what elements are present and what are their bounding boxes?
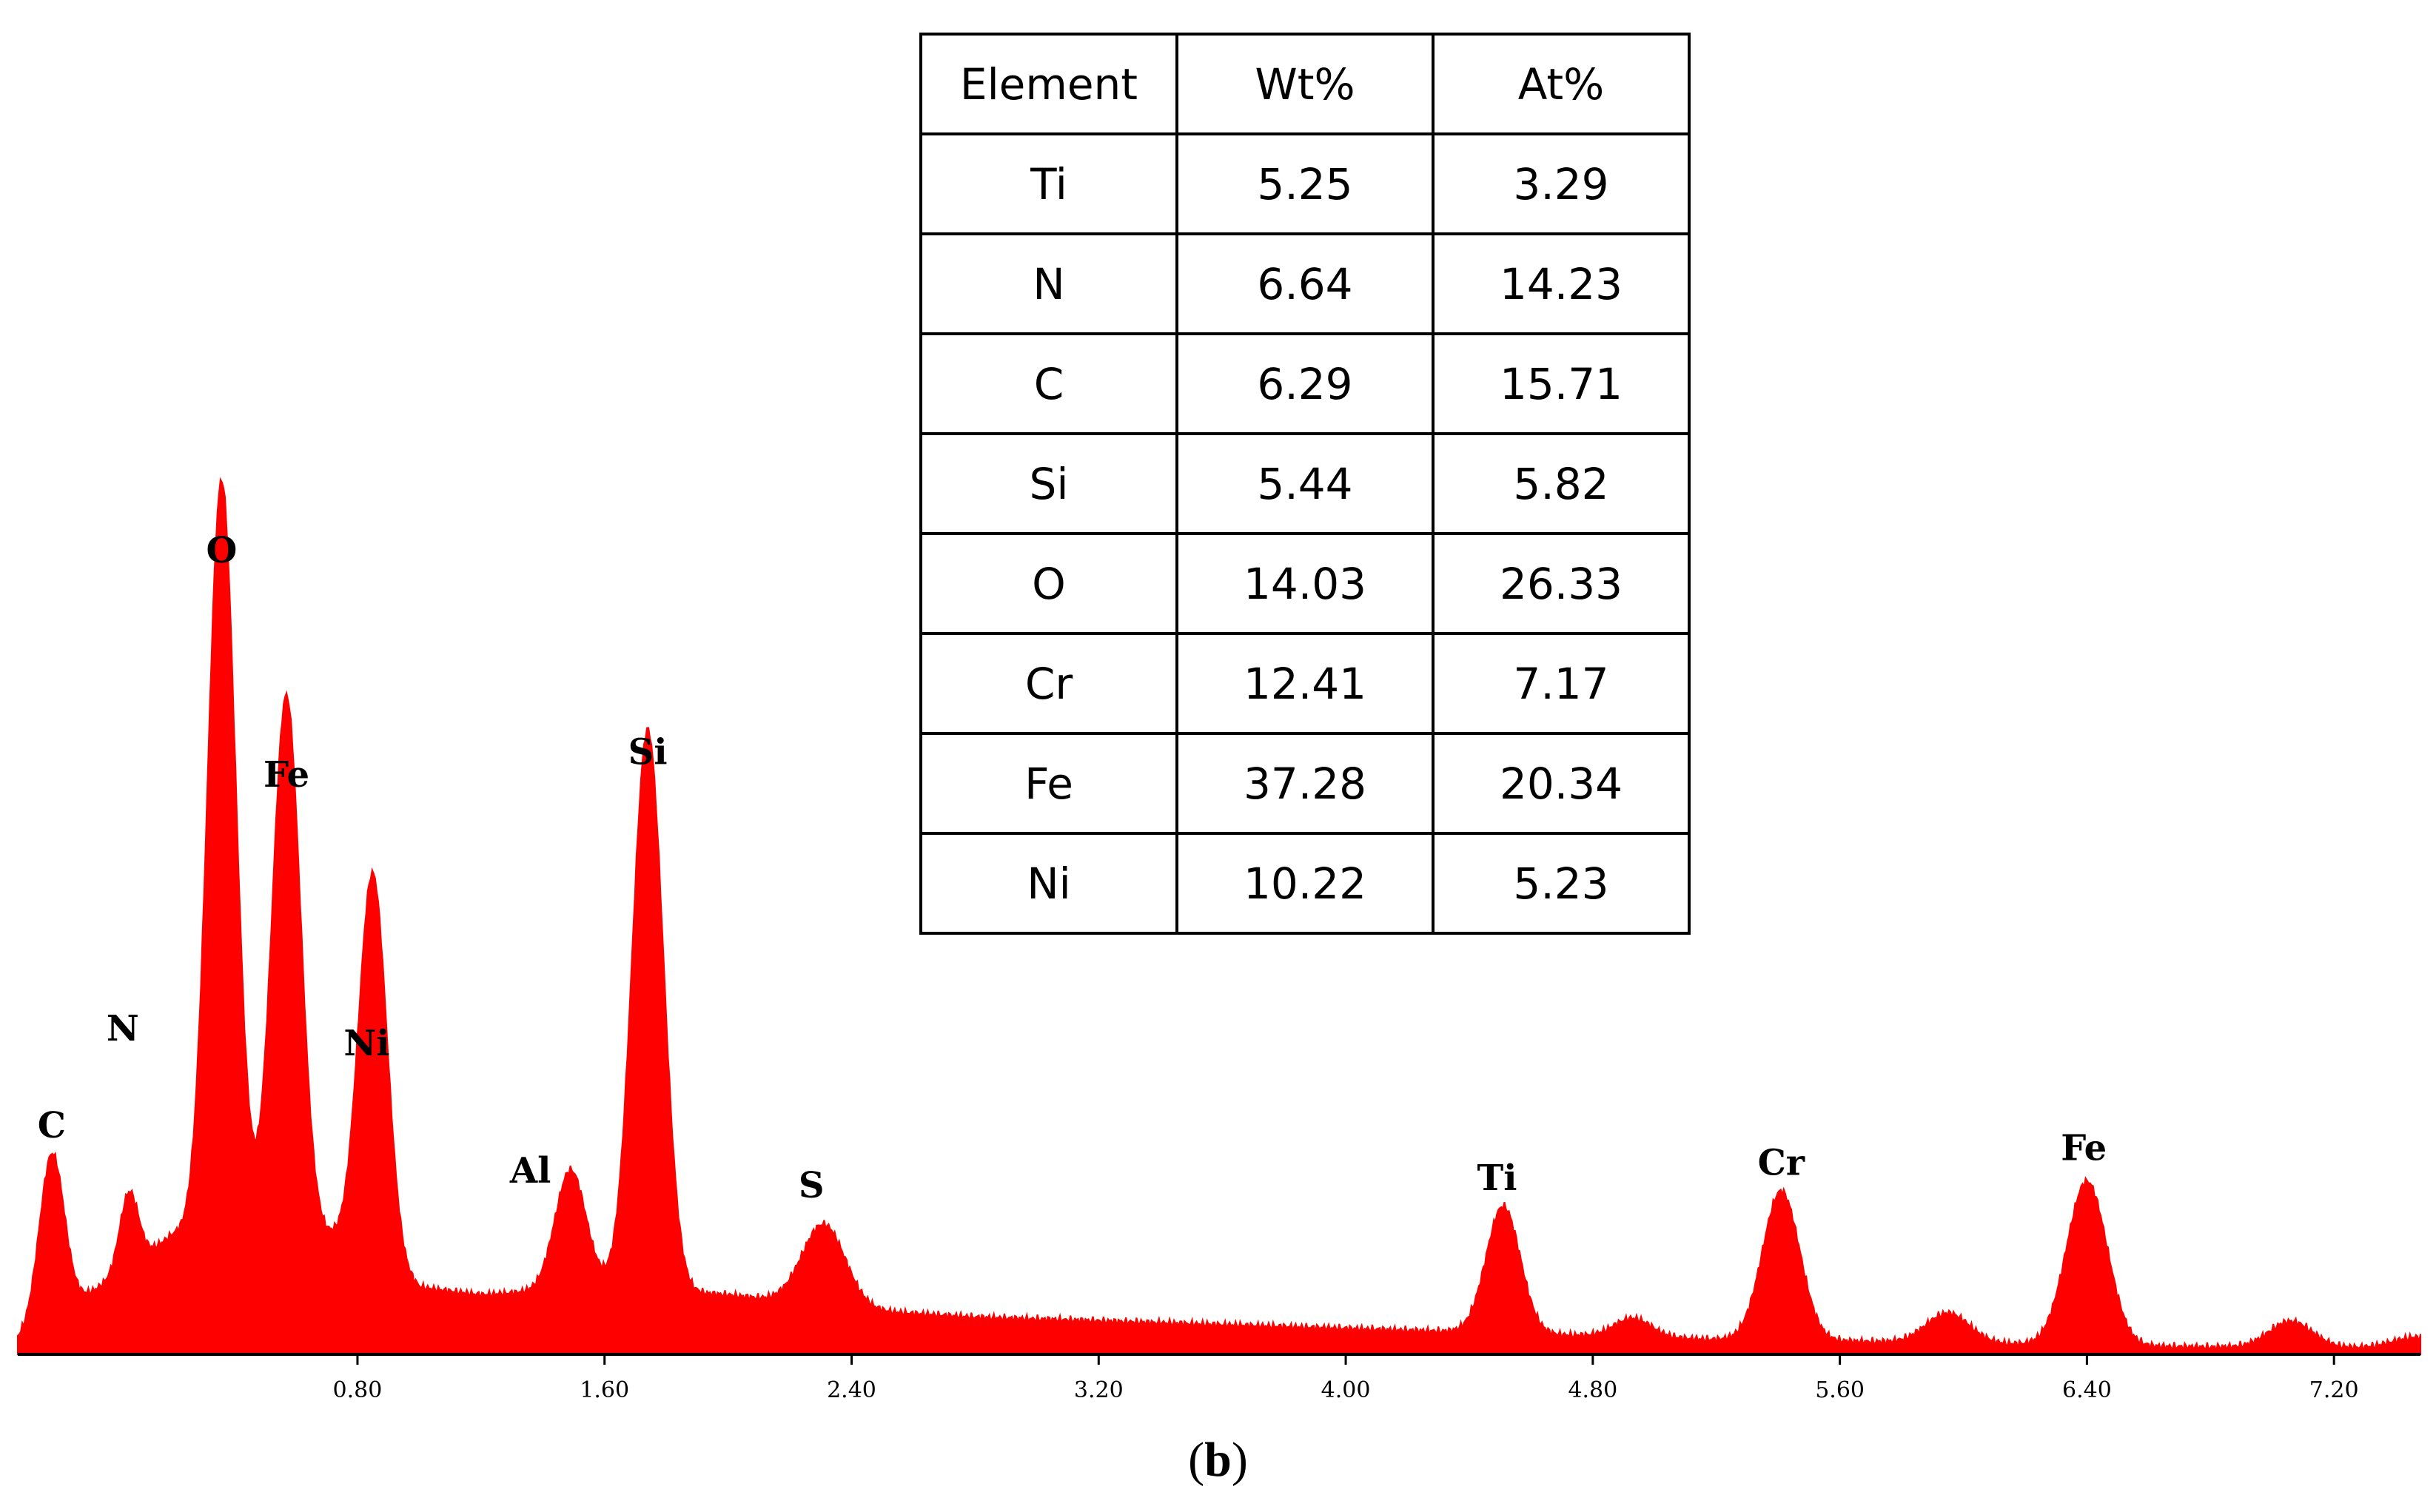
x-tick-label: 6.40 [2062, 1377, 2112, 1403]
cell-element: Si [919, 432, 1178, 535]
cell-wt: 14.03 [1175, 532, 1435, 635]
peak-label: S [799, 1165, 825, 1206]
cell-element: N [919, 232, 1178, 335]
x-axis-group: 0.80 1.60 2.40 3.20 4.00 4.80 5.60 6.40 7.20 [18, 1353, 2420, 1403]
cell-wt: 6.64 [1175, 232, 1435, 335]
peak-label: Fe [264, 754, 309, 796]
peak-label: Fe [2061, 1128, 2107, 1169]
table-row: C 6.29 15.71 [919, 332, 1691, 435]
x-tick-label: 7.20 [2309, 1377, 2359, 1403]
peak-label: O [206, 530, 237, 571]
peak-label: Ti [1477, 1157, 1517, 1199]
table-row: Si 5.44 5.82 [919, 432, 1691, 535]
cell-wt: 10.22 [1175, 832, 1435, 935]
cell-at: 5.82 [1432, 432, 1691, 535]
caption-letter: b [1204, 1433, 1232, 1487]
cell-element: Ti [919, 132, 1178, 235]
table-row: Cr 12.41 7.17 [919, 632, 1691, 735]
cell-wt: 5.25 [1175, 132, 1435, 235]
cell-element: C [919, 332, 1178, 435]
x-tick-label: 2.40 [827, 1377, 876, 1403]
x-tick-label: 3.20 [1074, 1377, 1124, 1403]
peak-label: Si [628, 731, 668, 773]
x-tick-label: 5.60 [1815, 1377, 1865, 1403]
x-tick-label: 4.80 [1568, 1377, 1617, 1403]
peak-label: Al [509, 1150, 551, 1192]
x-tick-label: 4.00 [1321, 1377, 1371, 1403]
x-tick-label: 0.80 [333, 1377, 383, 1403]
cell-at: 7.17 [1432, 632, 1691, 735]
cell-wt: 6.29 [1175, 332, 1435, 435]
table-header-row: Element Wt% At% [919, 33, 1691, 135]
table-row: O 14.03 26.33 [919, 532, 1691, 635]
peak-label: N [107, 1008, 139, 1049]
cell-wt: 37.28 [1175, 732, 1435, 835]
cell-element: Ni [919, 832, 1178, 935]
table-row: Ni 10.22 5.23 [919, 832, 1691, 935]
cell-at: 14.23 [1432, 232, 1691, 335]
peak-label: Cr [1758, 1143, 1805, 1184]
cell-at: 20.34 [1432, 732, 1691, 835]
cell-at: 26.33 [1432, 532, 1691, 635]
cell-element: Fe [919, 732, 1178, 835]
cell-wt: 5.44 [1175, 432, 1435, 535]
caption-open-paren: ( [1188, 1433, 1205, 1487]
caption-close-paren: ) [1231, 1433, 1248, 1487]
header-element: Element [919, 33, 1178, 135]
cell-element: Cr [919, 632, 1178, 735]
spectrum-area [17, 477, 2421, 1355]
peak-label: Ni [343, 1023, 389, 1064]
figure-caption: (b) [0, 1432, 2436, 1488]
spectrum-area-group [17, 477, 2421, 1355]
table-row: Ti 5.25 3.29 [919, 132, 1691, 235]
table-row: N 6.64 14.23 [919, 232, 1691, 335]
peak-label: C [38, 1105, 66, 1146]
cell-at: 3.29 [1432, 132, 1691, 235]
cell-wt: 12.41 [1175, 632, 1435, 735]
cell-at: 15.71 [1432, 332, 1691, 435]
cell-at: 5.23 [1432, 832, 1691, 935]
composition-table: Element Wt% At% Ti 5.25 3.29 N 6.64 14.2… [919, 33, 1691, 935]
table-row: Fe 37.28 20.34 [919, 732, 1691, 835]
cell-element: O [919, 532, 1178, 635]
header-at-percent: At% [1432, 33, 1691, 135]
x-tick-label: 1.60 [580, 1377, 629, 1403]
header-wt-percent: Wt% [1175, 33, 1435, 135]
